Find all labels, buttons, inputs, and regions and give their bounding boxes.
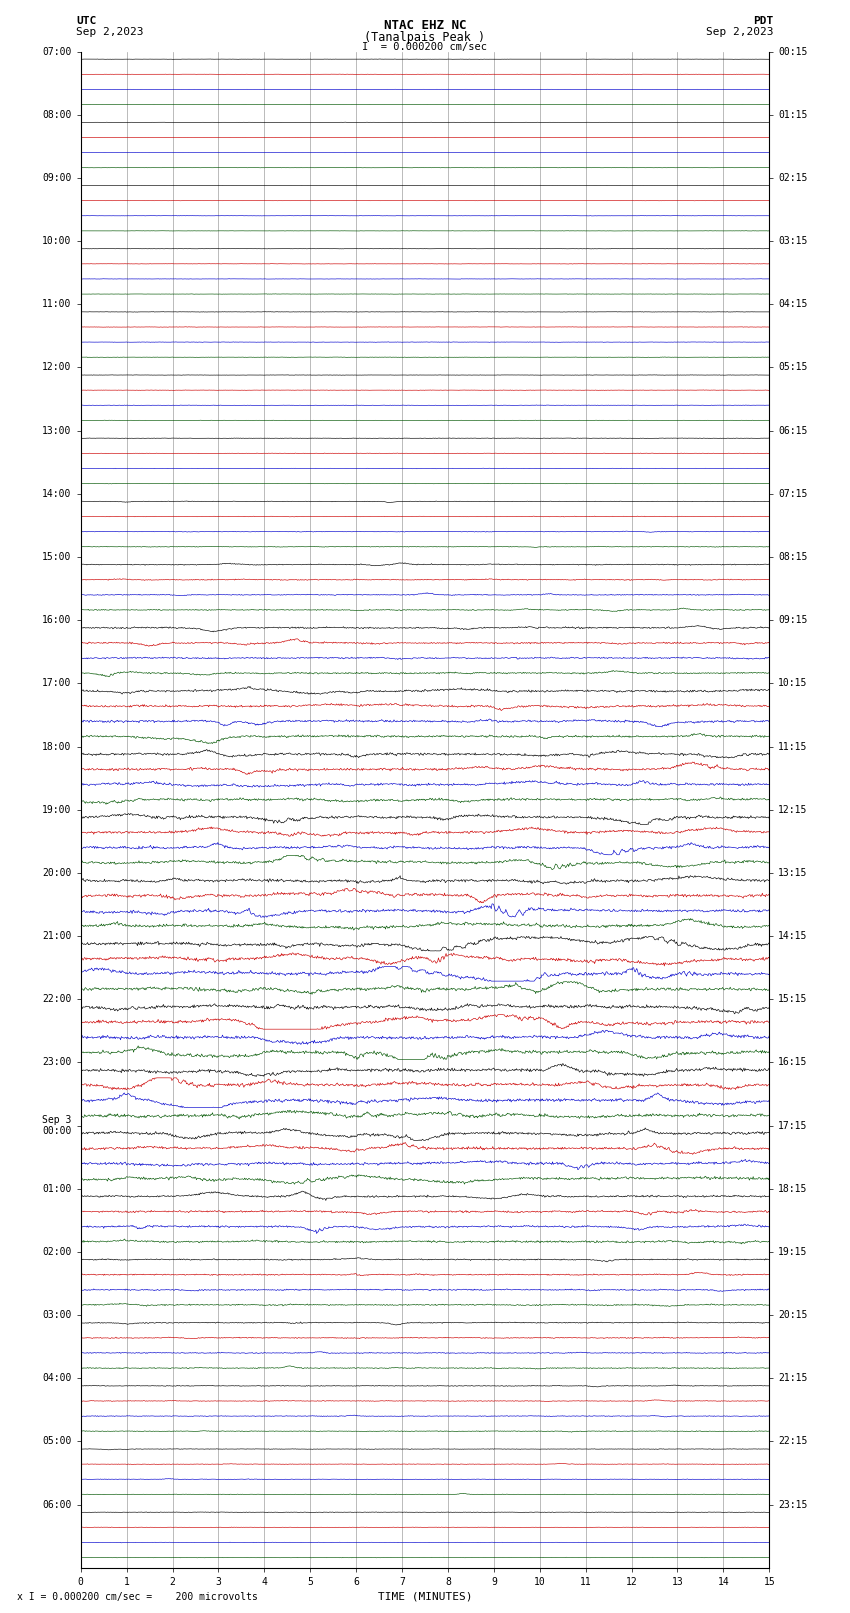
- Text: (Tanalpais Peak ): (Tanalpais Peak ): [365, 31, 485, 44]
- Text: x I = 0.000200 cm/sec =    200 microvolts: x I = 0.000200 cm/sec = 200 microvolts: [17, 1592, 258, 1602]
- X-axis label: TIME (MINUTES): TIME (MINUTES): [377, 1590, 473, 1602]
- Text: PDT: PDT: [753, 16, 774, 26]
- Text: Sep 2,2023: Sep 2,2023: [706, 27, 774, 37]
- Text: Sep 2,2023: Sep 2,2023: [76, 27, 144, 37]
- Text: NTAC EHZ NC: NTAC EHZ NC: [383, 19, 467, 32]
- Text: UTC: UTC: [76, 16, 97, 26]
- Text: I  = 0.000200 cm/sec: I = 0.000200 cm/sec: [362, 42, 488, 52]
